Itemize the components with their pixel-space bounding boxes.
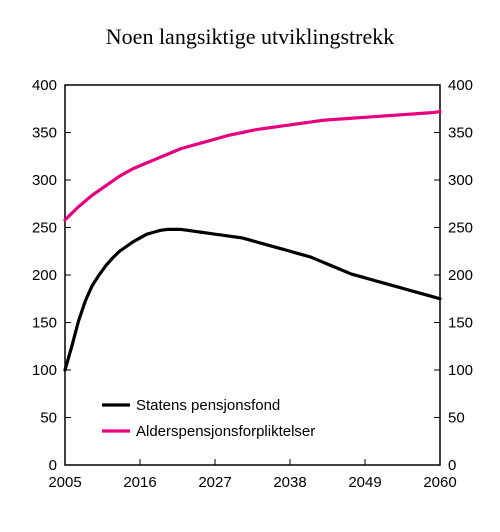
x-tick-label: 2005 [48, 474, 81, 491]
y-tick-label-left: 350 [32, 125, 57, 142]
y-tick-label-right: 200 [448, 267, 473, 284]
x-tick-label: 2049 [348, 474, 381, 491]
y-tick-label-left: 50 [40, 410, 57, 427]
y-tick-label-right: 350 [448, 125, 473, 142]
y-tick-label-left: 150 [32, 315, 57, 332]
x-tick-label: 2027 [198, 474, 231, 491]
y-tick-label-right: 300 [448, 172, 473, 189]
y-tick-label-right: 0 [448, 457, 456, 474]
y-tick-label-right: 150 [448, 315, 473, 332]
legend-label: Alderspensjonsforpliktelser [136, 423, 315, 440]
y-tick-label-left: 400 [32, 77, 57, 94]
chart-container: Noen langsiktige utviklingstrekk 0050501… [0, 0, 500, 532]
x-tick-label: 2060 [423, 474, 456, 491]
y-tick-label-left: 300 [32, 172, 57, 189]
y-tick-label-left: 200 [32, 267, 57, 284]
y-tick-label-right: 50 [448, 410, 465, 427]
x-tick-label: 2016 [123, 474, 156, 491]
x-tick-label: 2038 [273, 474, 306, 491]
y-tick-label-right: 100 [448, 362, 473, 379]
chart-svg: 0 0 50 50 100 100 150 150 200 200 250 250 300 300 350 3… [0, 0, 500, 532]
y-tick-label-right: 250 [448, 220, 473, 237]
y-tick-label-left: 250 [32, 220, 57, 237]
y-tick-label-left: 0 [49, 457, 57, 474]
legend-label: Statens pensjonsfond [136, 397, 280, 414]
y-tick-label-left: 100 [32, 362, 57, 379]
y-tick-label-right: 400 [448, 77, 473, 94]
